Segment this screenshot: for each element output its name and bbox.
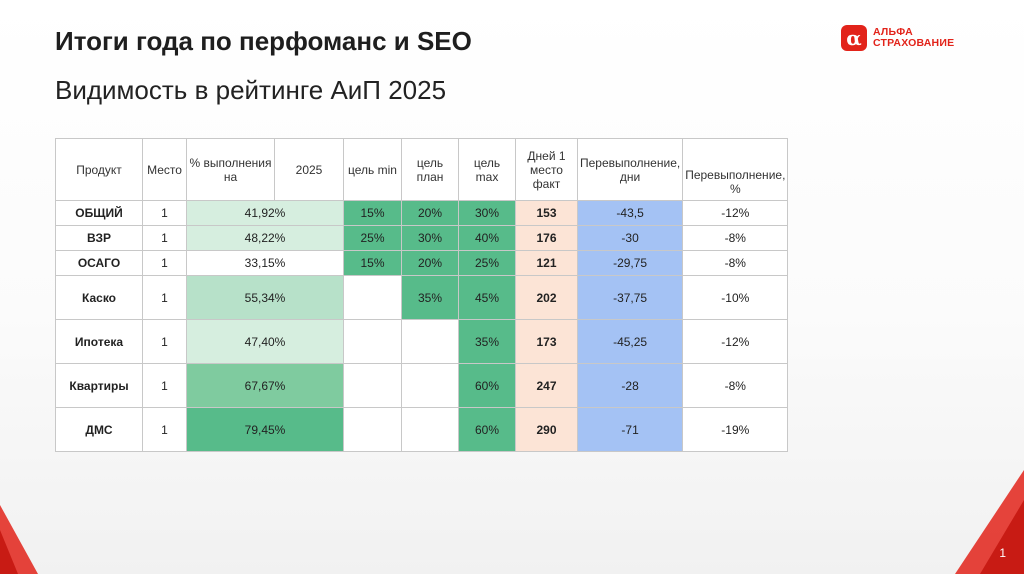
cell-product: Каско — [55, 275, 143, 320]
cell-min — [343, 363, 402, 408]
cell-over-pct: -19% — [682, 407, 789, 452]
cell-place: 1 — [142, 275, 187, 320]
cell-product: ОСАГО — [55, 250, 143, 276]
header-plan: цель план — [401, 138, 459, 201]
table-header-row: Продукт Место % выполнения на 2025 цель … — [55, 138, 789, 201]
header-pct: % выполнения на — [186, 138, 275, 201]
cell-max: 35% — [458, 319, 516, 364]
cell-days: 247 — [515, 363, 578, 408]
cell-pct: 41,92% — [186, 200, 344, 226]
page-number: 1 — [999, 546, 1006, 560]
cell-over-days: -45,25 — [576, 319, 684, 364]
cell-over-days: -28 — [576, 363, 684, 408]
cell-over-pct: -12% — [682, 319, 789, 364]
cell-over-days: -30 — [576, 225, 684, 251]
cell-min: 25% — [343, 225, 402, 251]
cell-max: 60% — [458, 407, 516, 452]
table-row: ОСАГО 1 33,15% 15% 20% 25% 121 -29,75 -8… — [55, 250, 789, 276]
cell-max: 45% — [458, 275, 516, 320]
cell-over-days: -43,5 — [576, 200, 684, 226]
cell-pct: 55,34% — [186, 275, 344, 320]
cell-pct: 67,67% — [186, 363, 344, 408]
cell-days: 202 — [515, 275, 578, 320]
cell-over-days: -71 — [576, 407, 684, 452]
cell-product: Квартиры — [55, 363, 143, 408]
table-row: Квартиры 1 67,67% 60% 247 -28 -8% — [55, 363, 789, 408]
table-row: Ипотека 1 47,40% 35% 173 -45,25 -12% — [55, 319, 789, 364]
cell-over-days: -37,75 — [576, 275, 684, 320]
cell-days: 173 — [515, 319, 578, 364]
cell-place: 1 — [142, 200, 187, 226]
cell-plan — [401, 363, 459, 408]
cell-days: 153 — [515, 200, 578, 226]
cell-plan: 35% — [401, 275, 459, 320]
cell-place: 1 — [142, 363, 187, 408]
cell-plan: 30% — [401, 225, 459, 251]
table-row: ДМС 1 79,45% 60% 290 -71 -19% — [55, 407, 789, 452]
cell-pct: 47,40% — [186, 319, 344, 364]
cell-over-pct: -10% — [682, 275, 789, 320]
brand-logo: α АЛЬФА СТРАХОВАНИЕ — [841, 25, 954, 51]
header-max: цель max — [458, 138, 516, 201]
cell-min: 15% — [343, 250, 402, 276]
header-product: Продукт — [55, 138, 143, 201]
header-over-days: Перевыполнение, дни — [576, 138, 684, 201]
cell-product: ВЗР — [55, 225, 143, 251]
page-title: Итоги года по перфоманс и SEO — [55, 26, 472, 56]
cell-max: 30% — [458, 200, 516, 226]
cell-over-pct: -8% — [682, 250, 789, 276]
cell-min: 15% — [343, 200, 402, 226]
cell-place: 1 — [142, 225, 187, 251]
cell-days: 176 — [515, 225, 578, 251]
page-subtitle: Видимость в рейтинге АиП 2025 — [55, 75, 447, 105]
table-row: ВЗР 1 48,22% 25% 30% 40% 176 -30 -8% — [55, 225, 789, 251]
cell-product: ОБЩИЙ — [55, 200, 143, 226]
cell-product: Ипотека — [55, 319, 143, 364]
logo-line2: СТРАХОВАНИЕ — [873, 37, 955, 49]
cell-plan — [401, 407, 459, 452]
results-table: Продукт Место % выполнения на 2025 цель … — [55, 138, 789, 452]
alfa-logo-icon: α — [841, 25, 867, 51]
header-days: Дней 1 место факт — [515, 138, 578, 201]
logo-text: АЛЬФА СТРАХОВАНИЕ — [873, 27, 954, 49]
cell-min — [343, 407, 402, 452]
cell-product: ДМС — [55, 407, 143, 452]
cell-place: 1 — [142, 319, 187, 364]
header-min: цель min — [343, 138, 402, 201]
cell-days: 121 — [515, 250, 578, 276]
table-row: Каско 1 55,34% 35% 45% 202 -37,75 -10% — [55, 275, 789, 320]
cell-over-pct: -12% — [682, 200, 789, 226]
cell-place: 1 — [142, 407, 187, 452]
cell-max: 40% — [458, 225, 516, 251]
header-place: Место — [142, 138, 187, 201]
cell-plan — [401, 319, 459, 364]
logo-line1: АЛЬФА — [873, 26, 913, 38]
cell-pct: 48,22% — [186, 225, 344, 251]
cell-plan: 20% — [401, 250, 459, 276]
cell-min — [343, 275, 402, 320]
table-row: ОБЩИЙ 1 41,92% 15% 20% 30% 153 -43,5 -12… — [55, 200, 789, 226]
cell-pct: 79,45% — [186, 407, 344, 452]
cell-days: 290 — [515, 407, 578, 452]
cell-max: 60% — [458, 363, 516, 408]
cell-max: 25% — [458, 250, 516, 276]
cell-over-pct: -8% — [682, 225, 789, 251]
cell-over-pct: -8% — [682, 363, 789, 408]
header-over-pct: Перевыполнение, % — [682, 138, 789, 201]
cell-pct: 33,15% — [186, 250, 344, 276]
cell-min — [343, 319, 402, 364]
cell-plan: 20% — [401, 200, 459, 226]
header-year: 2025 — [274, 138, 344, 201]
cell-over-days: -29,75 — [576, 250, 684, 276]
cell-place: 1 — [142, 250, 187, 276]
